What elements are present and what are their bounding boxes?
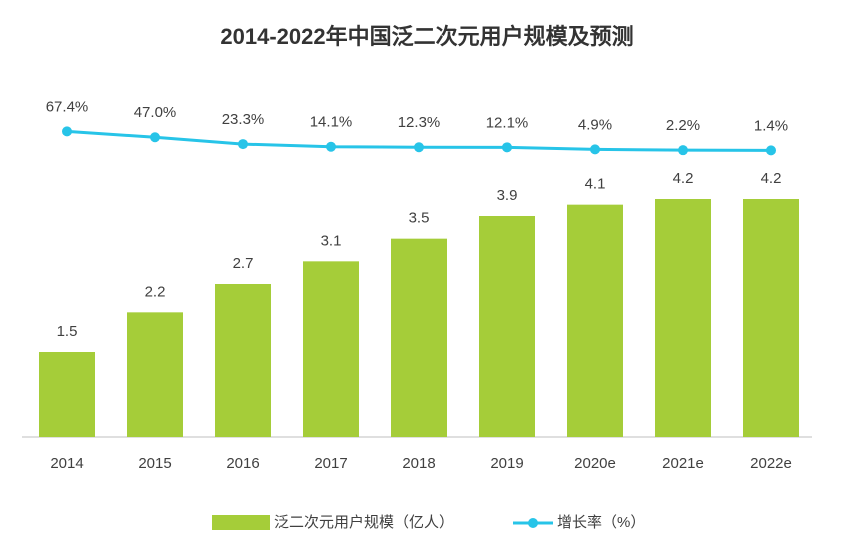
x-tick-label: 2022e — [750, 455, 792, 472]
bar-label: 4.2 — [761, 170, 782, 187]
bar-label: 2.7 — [233, 255, 254, 272]
line-point — [326, 141, 336, 152]
line-label: 47.0% — [134, 104, 177, 121]
line-label: 14.1% — [310, 114, 353, 131]
bar-label: 1.5 — [57, 323, 78, 340]
line-point — [238, 139, 248, 150]
x-tick-label: 2019 — [490, 455, 523, 472]
bar — [479, 216, 535, 437]
line-point — [502, 142, 512, 153]
bar-label: 4.1 — [585, 176, 606, 193]
line-label: 23.3% — [222, 111, 265, 128]
line-label: 2.2% — [666, 117, 700, 134]
line-point — [678, 145, 688, 156]
bar — [391, 238, 447, 437]
line-point — [62, 126, 72, 137]
x-tick-label: 2014 — [50, 455, 83, 472]
line-label: 67.4% — [46, 98, 89, 115]
bar-label: 3.9 — [497, 187, 518, 204]
line-point — [766, 145, 776, 156]
bar — [567, 204, 623, 437]
x-tick-label: 2016 — [226, 455, 259, 472]
x-tick-label: 2020e — [574, 455, 616, 472]
bar-label: 3.5 — [409, 210, 430, 227]
line-point — [590, 144, 600, 155]
legend-swatch-dot — [528, 518, 538, 528]
chart-title: 2014-2022年中国泛二次元用户规模及预测 — [220, 24, 633, 49]
line-label: 12.3% — [398, 114, 441, 131]
bar — [655, 199, 711, 437]
line-point — [414, 142, 424, 153]
bar — [743, 199, 799, 437]
bar-label: 3.1 — [321, 232, 342, 249]
line-point — [150, 132, 160, 143]
line-label: 4.9% — [578, 116, 612, 133]
legend-label: 泛二次元用户规模（亿人） — [274, 514, 454, 531]
x-tick-label: 2018 — [402, 455, 435, 472]
line-label: 1.4% — [754, 117, 788, 134]
bar-label: 2.2 — [145, 283, 166, 300]
x-tick-label: 2021e — [662, 455, 704, 472]
bar-label: 4.2 — [673, 170, 694, 187]
x-tick-label: 2015 — [138, 455, 171, 472]
bar — [303, 261, 359, 437]
legend-label: 增长率（%） — [557, 514, 645, 531]
line-label: 12.1% — [486, 114, 529, 131]
bar — [39, 352, 95, 437]
bar — [215, 284, 271, 437]
bar — [127, 312, 183, 437]
x-tick-label: 2017 — [314, 455, 347, 472]
legend-swatch — [212, 515, 270, 530]
